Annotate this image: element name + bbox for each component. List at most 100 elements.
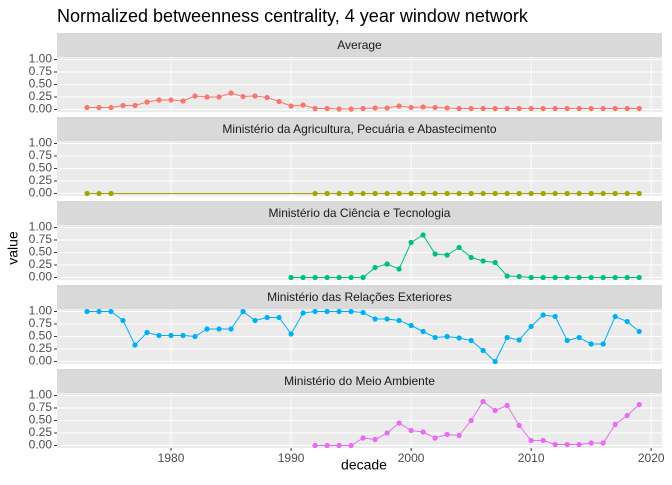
data-point xyxy=(576,190,582,197)
data-point xyxy=(612,313,618,320)
data-point xyxy=(312,308,318,315)
y-tick-label: 0.75 xyxy=(29,316,53,330)
y-tick-label: 0.25 xyxy=(29,89,53,103)
data-point xyxy=(264,94,270,101)
data-point xyxy=(516,422,522,429)
data-point xyxy=(528,274,534,281)
series-line xyxy=(315,400,640,446)
data-point xyxy=(636,328,642,335)
data-point xyxy=(288,103,294,109)
data-point xyxy=(324,308,330,315)
data-point xyxy=(528,190,534,197)
data-point xyxy=(612,190,618,197)
data-point xyxy=(396,317,402,324)
data-point xyxy=(120,317,126,324)
data-point xyxy=(588,190,594,197)
facet-label: Ministério da Ciência e Tecnologia xyxy=(269,206,451,220)
data-point xyxy=(168,97,174,103)
data-point xyxy=(216,94,222,100)
data-point xyxy=(396,190,402,197)
data-point xyxy=(564,337,570,344)
data-point xyxy=(372,436,378,443)
data-point xyxy=(492,407,498,414)
data-point xyxy=(120,102,126,109)
data-point xyxy=(204,326,210,332)
data-point xyxy=(420,190,426,197)
data-point xyxy=(408,190,414,197)
data-point xyxy=(432,104,438,111)
data-point xyxy=(348,308,354,315)
data-point xyxy=(504,273,510,279)
y-tick-label: 0.50 xyxy=(29,245,53,259)
data-point xyxy=(252,93,258,99)
data-point xyxy=(336,274,342,281)
data-point xyxy=(528,105,534,112)
data-point xyxy=(468,417,474,424)
data-point xyxy=(156,332,162,339)
data-point xyxy=(228,326,234,332)
facet-strip xyxy=(57,285,662,309)
data-point xyxy=(264,314,270,321)
data-point xyxy=(348,442,354,449)
data-point xyxy=(336,308,342,315)
data-point xyxy=(552,274,558,281)
data-point xyxy=(612,421,618,428)
data-point xyxy=(372,190,378,197)
data-point xyxy=(468,190,474,197)
data-point xyxy=(636,105,642,112)
data-point xyxy=(600,440,606,446)
data-point xyxy=(168,332,174,339)
y-tick-label: 0.50 xyxy=(29,161,53,175)
data-point xyxy=(432,251,438,257)
data-point xyxy=(588,274,594,281)
data-point xyxy=(540,190,546,197)
data-point xyxy=(492,190,498,197)
data-point xyxy=(540,312,546,318)
data-point xyxy=(240,308,246,315)
data-point xyxy=(372,264,378,271)
data-point xyxy=(624,274,630,281)
data-point xyxy=(564,105,570,112)
data-point xyxy=(636,401,642,408)
data-point xyxy=(348,274,354,281)
data-point xyxy=(144,99,150,105)
y-tick-label: 1.00 xyxy=(29,304,53,318)
data-point xyxy=(360,190,366,197)
x-tick-label: 1980 xyxy=(158,451,185,465)
data-point xyxy=(456,335,462,341)
data-point xyxy=(96,308,102,315)
facet-strip xyxy=(57,201,662,225)
data-point xyxy=(444,431,450,438)
y-tick-label: 0.00 xyxy=(29,270,53,284)
data-point xyxy=(192,93,198,99)
data-point xyxy=(420,104,426,110)
data-point xyxy=(504,105,510,112)
data-point xyxy=(360,274,366,281)
data-point xyxy=(480,105,486,112)
y-tick-label: 0.50 xyxy=(29,329,53,343)
facet-label: Ministério da Agricultura, Pecuária e Ab… xyxy=(222,122,496,136)
data-point xyxy=(468,337,474,344)
data-point xyxy=(432,334,438,341)
y-tick-label: 0.00 xyxy=(29,186,53,200)
y-tick-label: 0.25 xyxy=(29,173,53,187)
data-point xyxy=(276,98,282,105)
data-point xyxy=(432,190,438,197)
data-point xyxy=(492,259,498,266)
data-point xyxy=(348,106,354,112)
data-point xyxy=(564,441,570,448)
data-point xyxy=(204,94,210,100)
data-point xyxy=(384,261,390,267)
facet-strip xyxy=(57,33,662,57)
data-point xyxy=(132,102,138,109)
data-point xyxy=(312,274,318,281)
data-point xyxy=(324,274,330,281)
data-point xyxy=(312,442,318,449)
data-point xyxy=(456,190,462,197)
y-tick-label: 0.75 xyxy=(29,64,53,78)
data-point xyxy=(468,254,474,261)
data-point xyxy=(576,274,582,281)
y-tick-label: 0.50 xyxy=(29,77,53,91)
data-point xyxy=(408,104,414,111)
